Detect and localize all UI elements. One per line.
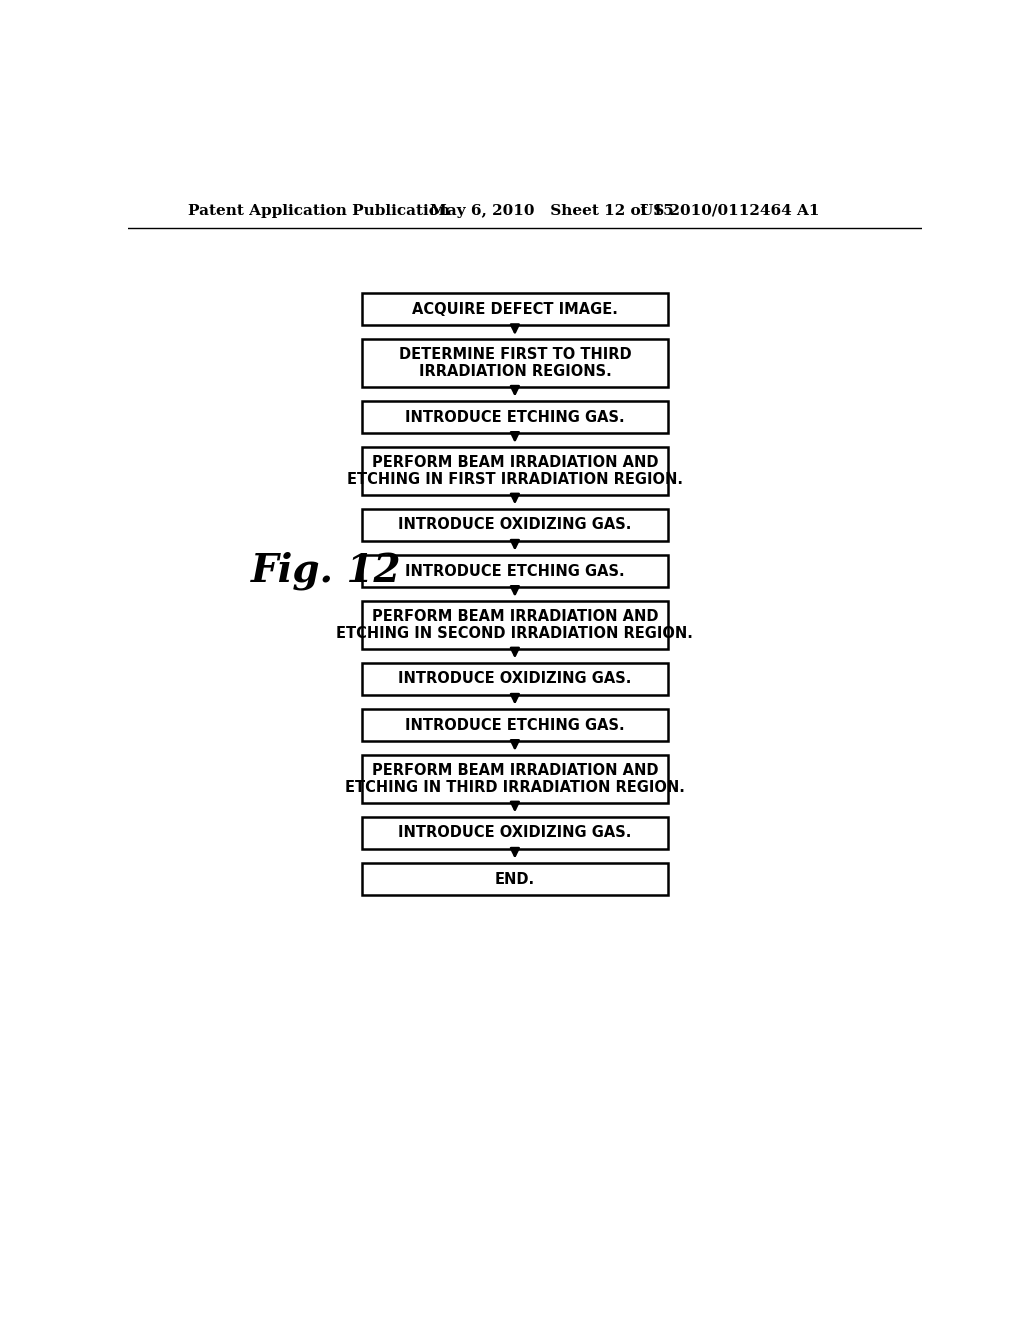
- Text: ACQUIRE DEFECT IMAGE.: ACQUIRE DEFECT IMAGE.: [412, 302, 617, 317]
- Bar: [362, 755, 668, 803]
- Bar: [362, 293, 668, 326]
- Text: END.: END.: [495, 871, 535, 887]
- Text: INTRODUCE OXIDIZING GAS.: INTRODUCE OXIDIZING GAS.: [398, 517, 632, 532]
- Bar: [362, 447, 668, 495]
- Text: US 2010/0112464 A1: US 2010/0112464 A1: [640, 203, 819, 218]
- Text: DETERMINE FIRST TO THIRD
IRRADIATION REGIONS.: DETERMINE FIRST TO THIRD IRRADIATION REG…: [398, 347, 631, 379]
- Bar: [362, 401, 668, 433]
- Bar: [362, 863, 668, 895]
- Bar: [362, 554, 668, 587]
- Bar: [362, 508, 668, 541]
- Text: May 6, 2010   Sheet 12 of 15: May 6, 2010 Sheet 12 of 15: [430, 203, 674, 218]
- Text: PERFORM BEAM IRRADIATION AND
ETCHING IN SECOND IRRADIATION REGION.: PERFORM BEAM IRRADIATION AND ETCHING IN …: [337, 609, 693, 642]
- Text: INTRODUCE ETCHING GAS.: INTRODUCE ETCHING GAS.: [406, 718, 625, 733]
- Text: INTRODUCE ETCHING GAS.: INTRODUCE ETCHING GAS.: [406, 564, 625, 578]
- Text: PERFORM BEAM IRRADIATION AND
ETCHING IN THIRD IRRADIATION REGION.: PERFORM BEAM IRRADIATION AND ETCHING IN …: [345, 763, 685, 795]
- Text: Patent Application Publication: Patent Application Publication: [188, 203, 451, 218]
- Text: Fig. 12: Fig. 12: [251, 552, 401, 590]
- Bar: [362, 339, 668, 387]
- Bar: [362, 709, 668, 742]
- Text: INTRODUCE OXIDIZING GAS.: INTRODUCE OXIDIZING GAS.: [398, 825, 632, 841]
- Bar: [362, 663, 668, 696]
- Bar: [362, 601, 668, 649]
- Text: PERFORM BEAM IRRADIATION AND
ETCHING IN FIRST IRRADIATION REGION.: PERFORM BEAM IRRADIATION AND ETCHING IN …: [347, 455, 683, 487]
- Text: INTRODUCE OXIDIZING GAS.: INTRODUCE OXIDIZING GAS.: [398, 672, 632, 686]
- Text: INTRODUCE ETCHING GAS.: INTRODUCE ETCHING GAS.: [406, 409, 625, 425]
- Bar: [362, 817, 668, 849]
